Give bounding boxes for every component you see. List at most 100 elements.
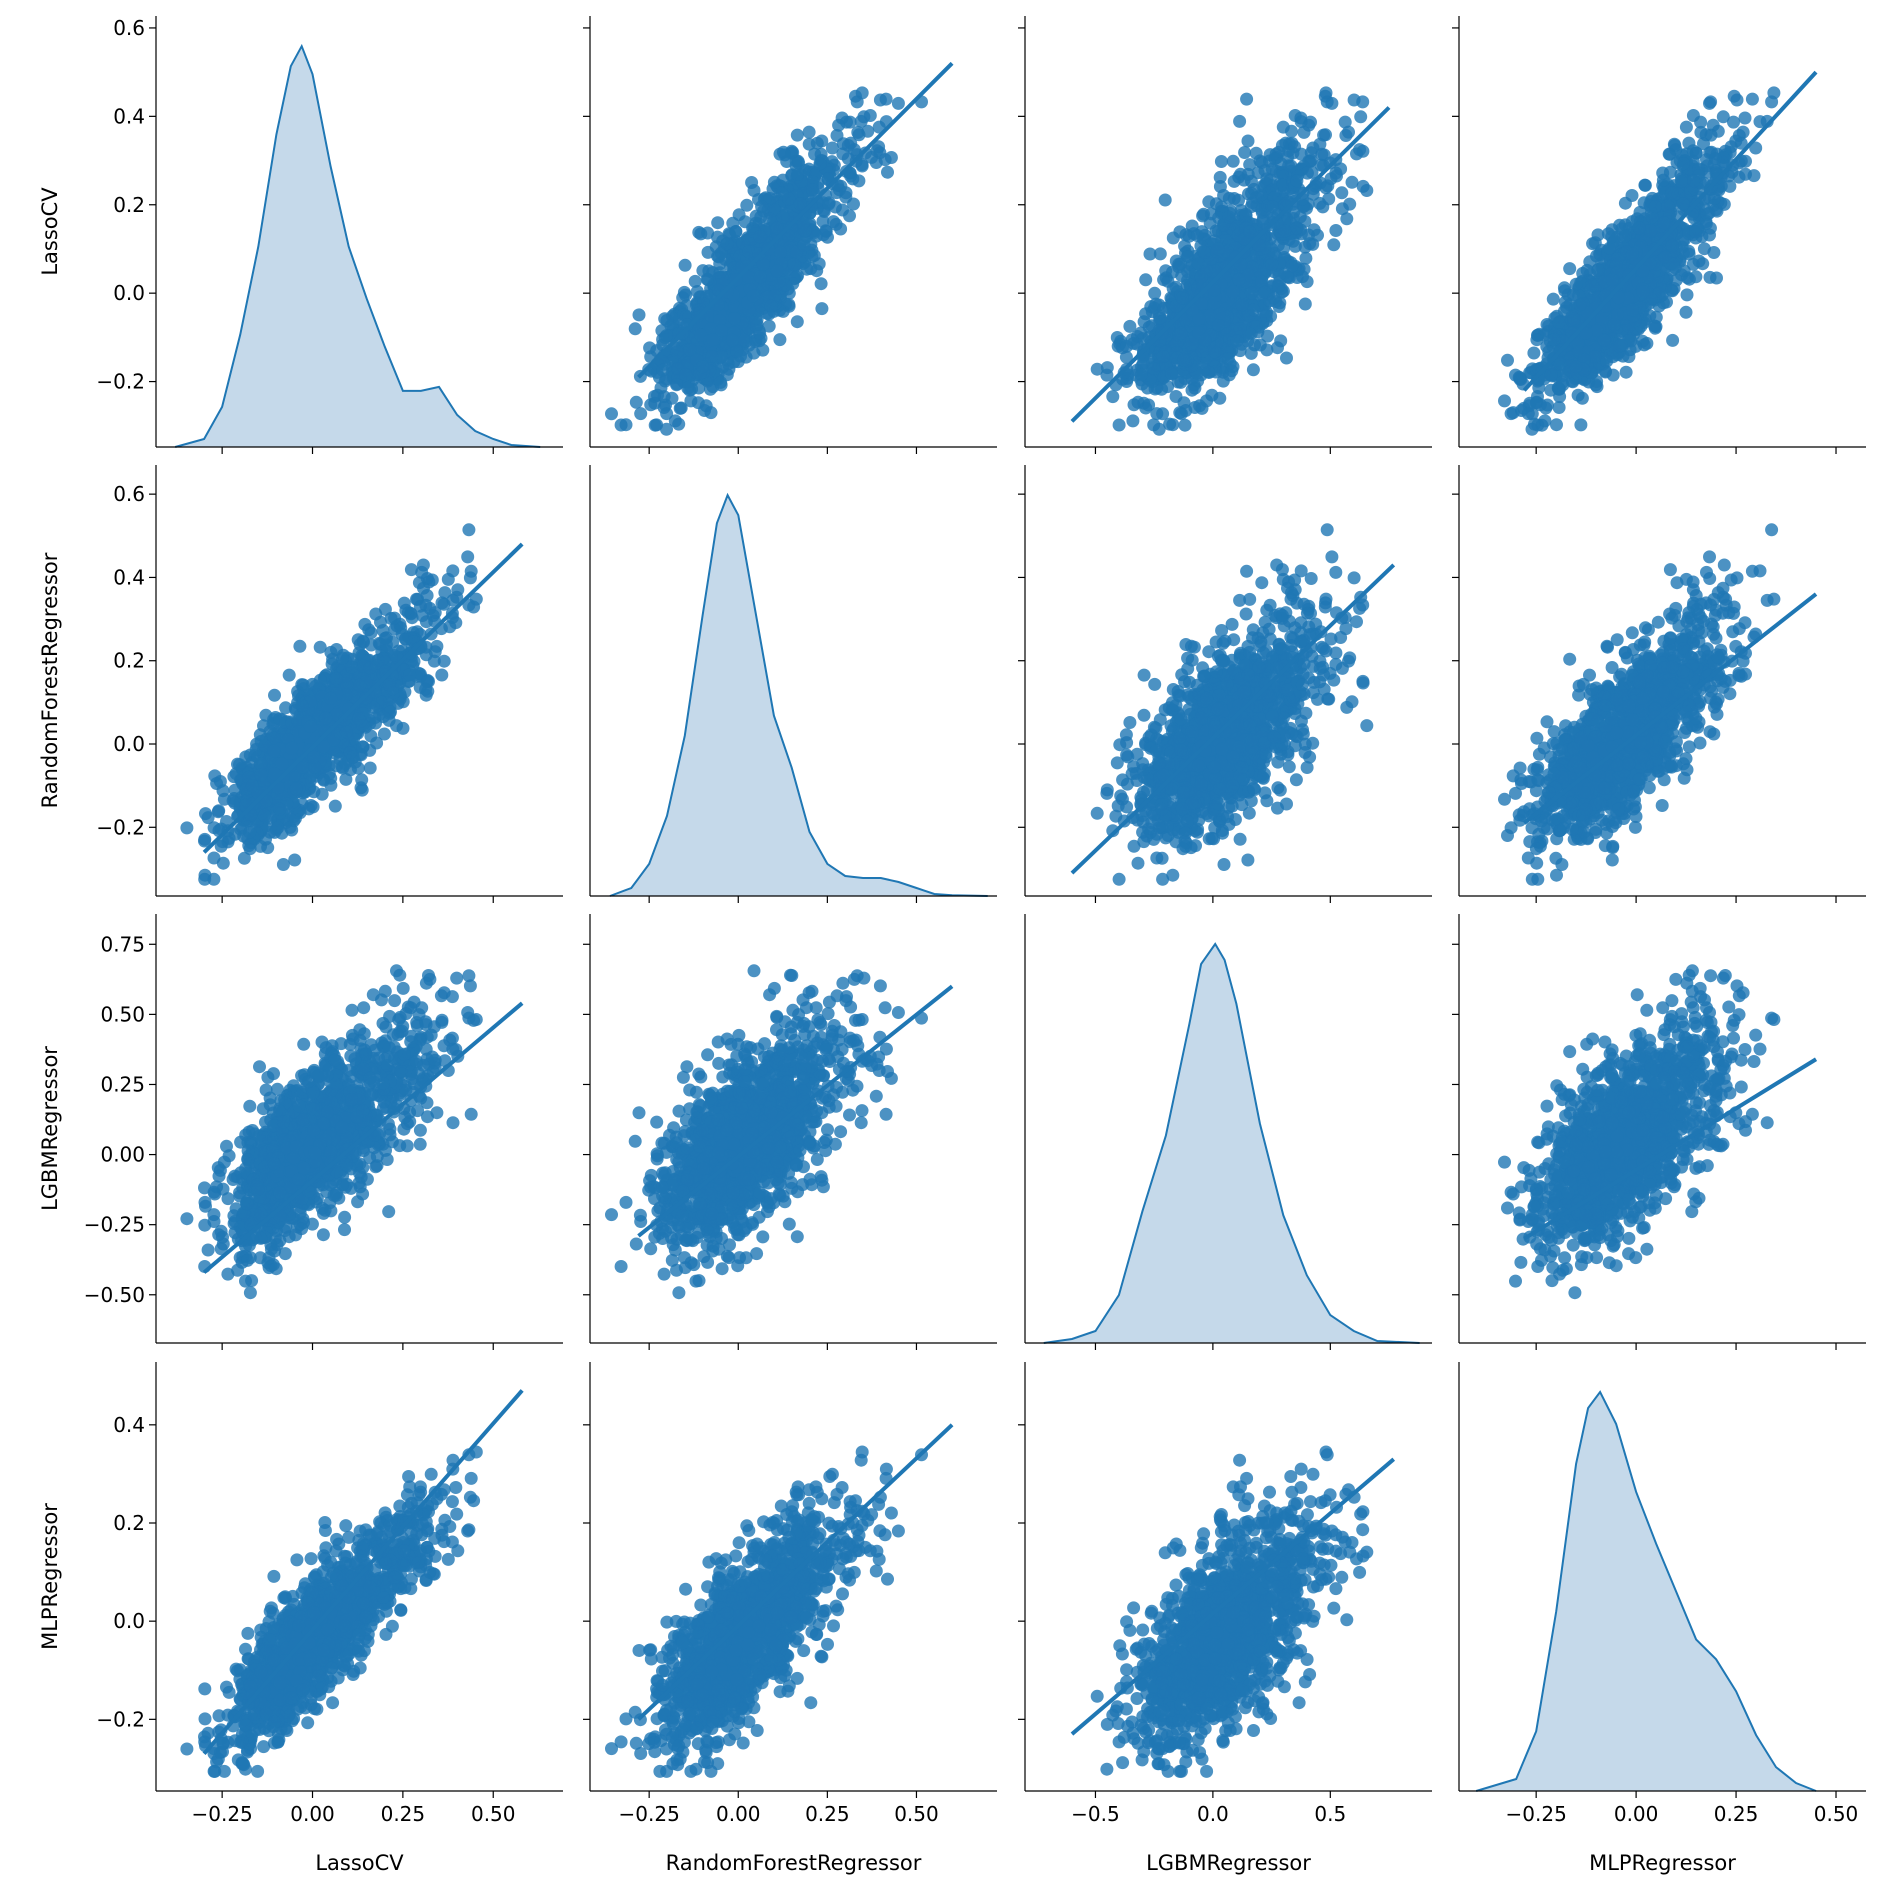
scatter-point [1197, 245, 1211, 259]
scatter-point [634, 407, 648, 421]
y-tick-label: 0.4 [113, 104, 145, 128]
scatter-point [377, 727, 391, 741]
scatter-point [1679, 305, 1693, 319]
scatter-point [1541, 398, 1554, 412]
scatter-point [1265, 200, 1279, 214]
scatter-point [881, 165, 894, 179]
scatter-point [1590, 380, 1604, 394]
scatter-point [1285, 259, 1299, 273]
scatter-point [711, 216, 725, 230]
scatter-point [1205, 388, 1219, 402]
scatter-point [1159, 264, 1173, 278]
scatter-point [747, 346, 761, 360]
scatter-point [1567, 312, 1581, 326]
scatter-point [728, 312, 741, 326]
scatter-point [1676, 197, 1690, 211]
scatter-point [1619, 365, 1633, 379]
scatter-point [435, 668, 449, 682]
panel-LassoCV-vs-LGBMRegressor [1018, 16, 1432, 454]
panel-LassoCV-vs-LassoCV: 0.60.40.20.0−0.2 [96, 16, 563, 454]
scatter-point [1622, 350, 1636, 364]
scatter-point [1600, 354, 1614, 368]
scatter-point [690, 285, 704, 298]
scatter-point [814, 277, 828, 291]
scatter-point [1569, 277, 1583, 291]
scatter-point [1156, 350, 1170, 363]
scatter-point [1354, 110, 1368, 124]
scatter-point [688, 274, 702, 288]
scatter-point [674, 401, 688, 415]
scatter-point [1144, 300, 1158, 314]
scatter-point [1626, 303, 1639, 317]
scatter-point [1571, 388, 1585, 402]
scatter-point [1552, 316, 1566, 329]
scatter-point [778, 148, 792, 162]
y-tick-label: 0.0 [113, 281, 145, 305]
scatter-point [1177, 353, 1191, 367]
scatter-point [461, 550, 475, 564]
scatter-point [1327, 238, 1341, 252]
y-tick-label: 0.6 [113, 16, 145, 40]
scatter-point [755, 200, 769, 214]
scatter-point [1677, 264, 1691, 278]
scatter-point [855, 159, 869, 173]
scatter-point [1288, 109, 1302, 122]
scatter-point [841, 139, 855, 152]
scatter-point [1552, 401, 1566, 414]
scatter-point [1665, 238, 1679, 252]
scatter-point [1345, 175, 1359, 189]
scatter-point [660, 314, 674, 327]
scatter-point [1700, 207, 1714, 221]
scatter-point [855, 86, 869, 100]
scatter-point [776, 173, 790, 187]
scatter-point [1563, 262, 1577, 276]
scatter-point [1148, 286, 1162, 300]
scatter-point [1112, 418, 1126, 432]
scatter-point [672, 417, 686, 431]
scatter-point [1244, 286, 1258, 300]
scatter-point [1501, 353, 1514, 367]
scatter-point [834, 222, 848, 236]
scatter-point [1260, 172, 1274, 186]
scatter-point [729, 225, 743, 239]
scatter-point [1238, 146, 1252, 159]
scatter-point [705, 350, 719, 363]
scatter-point [1329, 224, 1343, 237]
scatter-point [846, 172, 860, 186]
scatter-point [670, 378, 683, 392]
scatter-point [782, 192, 796, 206]
scatter-point [740, 198, 754, 212]
scatter-point [770, 264, 784, 278]
scatter-point [1277, 242, 1290, 255]
scatter-point [1347, 93, 1361, 107]
scatter-point [1226, 360, 1240, 374]
scatter-point [1272, 280, 1286, 294]
scatter-point [1638, 178, 1652, 192]
scatter-point [1704, 95, 1718, 109]
scatter-point [1230, 334, 1244, 348]
scatter-point [1648, 321, 1662, 335]
scatter-point [1703, 270, 1717, 284]
scatter-point [746, 289, 760, 303]
scatter-point [713, 266, 727, 280]
scatter-point [830, 129, 844, 142]
y-tick-label: −0.2 [96, 370, 145, 394]
scatter-point [1707, 246, 1721, 259]
scatter-point [1233, 114, 1247, 128]
scatter-point [714, 375, 728, 389]
scatter-point [1674, 174, 1688, 188]
scatter-point [1767, 86, 1781, 100]
scatter-point [800, 262, 814, 276]
scatter-point [843, 209, 856, 223]
scatter-point [1527, 346, 1541, 360]
scatter-point [1249, 146, 1263, 160]
scatter-point [1272, 268, 1286, 282]
scatter-point [1123, 319, 1137, 333]
scatter-point [1190, 229, 1204, 242]
scatter-point [1200, 264, 1214, 278]
panel-LassoCV-vs-RandomForestRegressor [583, 16, 997, 454]
scatter-point [1137, 315, 1151, 329]
scatter-point [726, 333, 739, 347]
scatter-point [1648, 200, 1662, 214]
scatter-point [843, 115, 857, 129]
